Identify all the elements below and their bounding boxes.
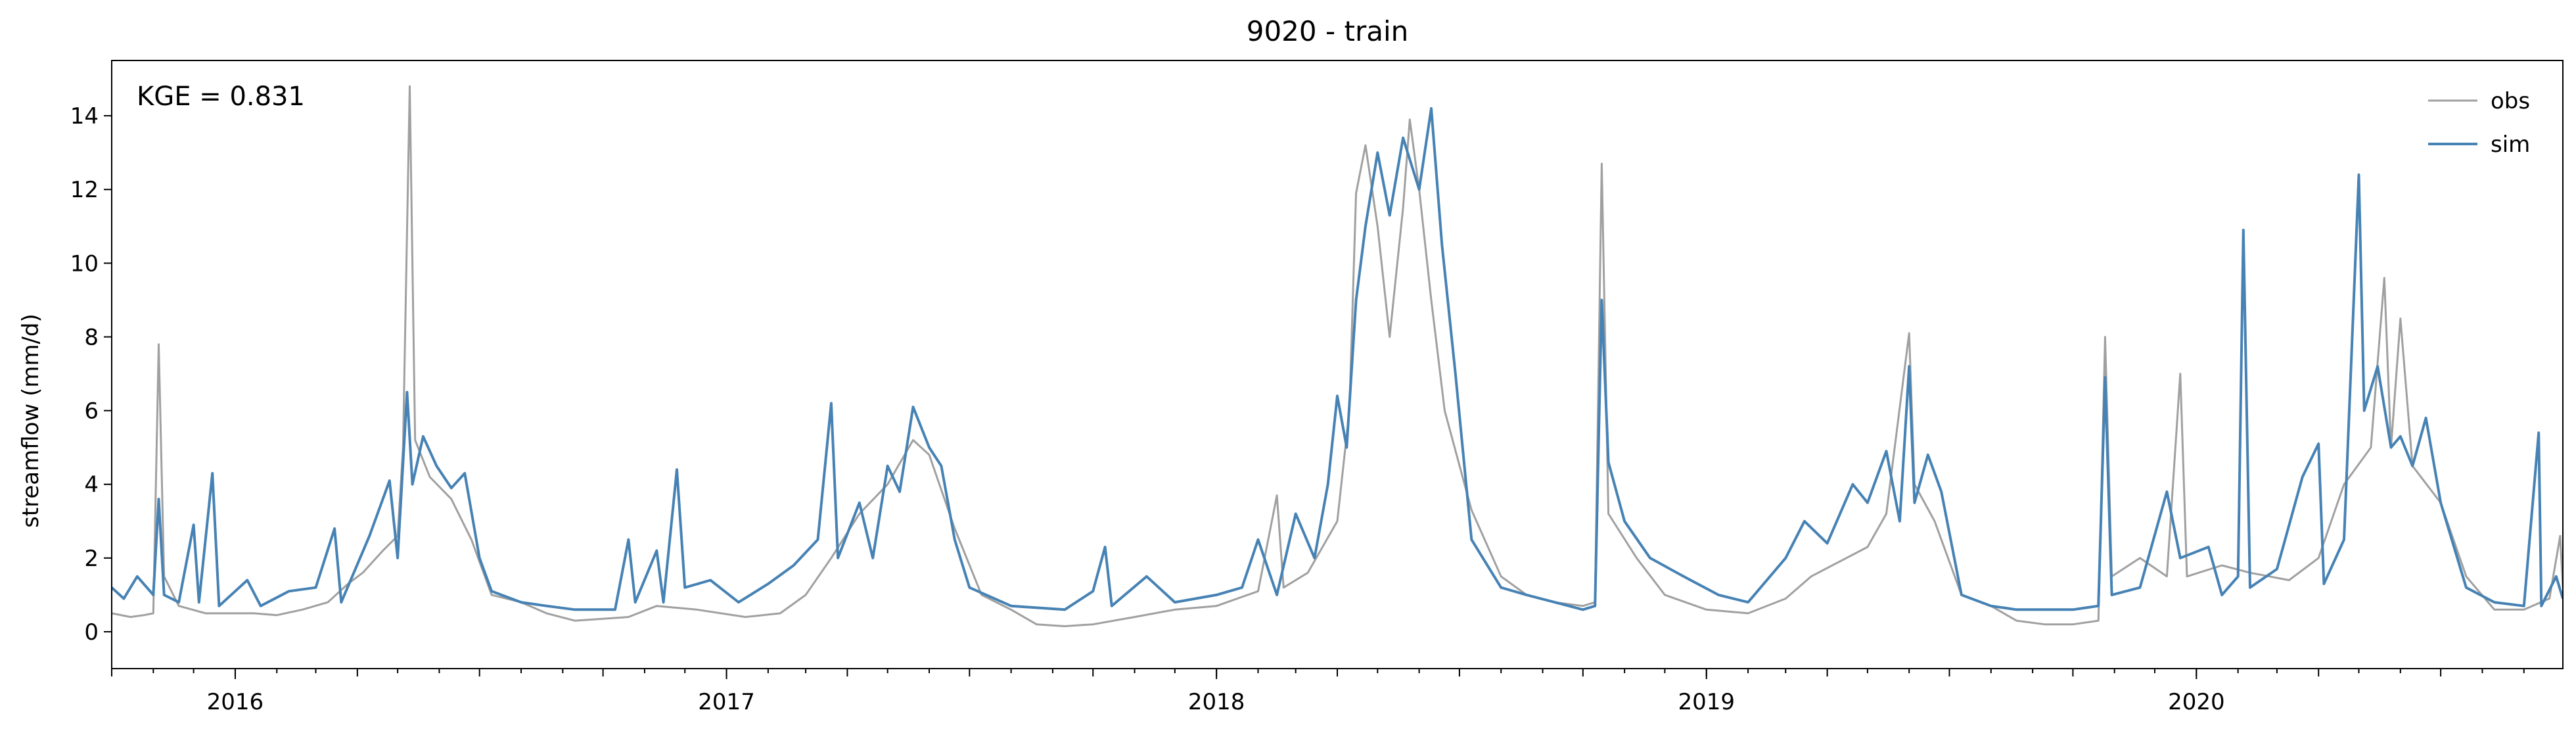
y-tick-label: 14 <box>70 103 99 130</box>
y-axis: 0 2 4 6 8 10 12 14 <box>70 103 112 646</box>
y-tick-label: 12 <box>70 177 99 203</box>
x-tick-label: 2018 <box>1188 689 1245 715</box>
y-tick-label: 2 <box>84 546 99 572</box>
y-axis-title: streamflow (mm/d) <box>18 314 44 528</box>
x-tick-label: 2019 <box>1678 689 1735 715</box>
legend-label-sim: sim <box>2491 131 2530 158</box>
y-tick-label: 6 <box>84 398 99 425</box>
chart-title: 9020 - train <box>1247 15 1409 47</box>
legend: obs sim <box>2428 88 2530 158</box>
y-tick-label: 4 <box>84 472 99 498</box>
x-tick-label: 2017 <box>698 689 755 715</box>
x-tick-label: 2016 <box>207 689 264 715</box>
x-axis: 2016 2017 2018 2019 2020 <box>111 669 2525 715</box>
series-line-sim <box>112 107 2563 611</box>
y-tick-label: 0 <box>84 619 99 646</box>
y-tick-label: 8 <box>84 324 99 350</box>
legend-label-obs: obs <box>2491 88 2530 114</box>
plot-frame <box>111 60 2564 669</box>
x-tick-label: 2020 <box>2168 689 2225 715</box>
series-layer <box>112 85 2563 627</box>
y-tick-label: 10 <box>70 250 99 277</box>
kge-annotation: KGE = 0.831 <box>137 82 305 112</box>
